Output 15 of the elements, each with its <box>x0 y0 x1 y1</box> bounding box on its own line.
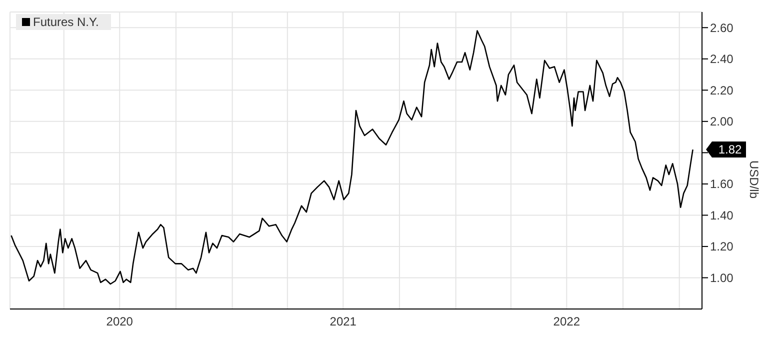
y-tick-label: 1.40 <box>710 208 734 222</box>
y-tick-label: 1.60 <box>710 177 734 192</box>
y-tick-label: 1.20 <box>710 240 734 254</box>
y-tick-label: 2.20 <box>710 83 734 98</box>
x-tick-label: 2020 <box>106 314 134 329</box>
x-tick-label: 2022 <box>553 314 580 329</box>
line-series <box>10 30 694 285</box>
annotation: 1.82 <box>718 142 742 157</box>
y-tick-label: 2.00 <box>710 114 734 129</box>
y-axis-title: USD/lb <box>746 160 761 199</box>
x-tick-label: 2021 <box>330 314 357 329</box>
y-tick-label: 1.00 <box>710 270 734 285</box>
legend-label: Futures N.Y. <box>32 15 99 29</box>
y-tick-label: 2.60 <box>710 20 734 35</box>
y-tick-label: 2.40 <box>710 52 734 66</box>
